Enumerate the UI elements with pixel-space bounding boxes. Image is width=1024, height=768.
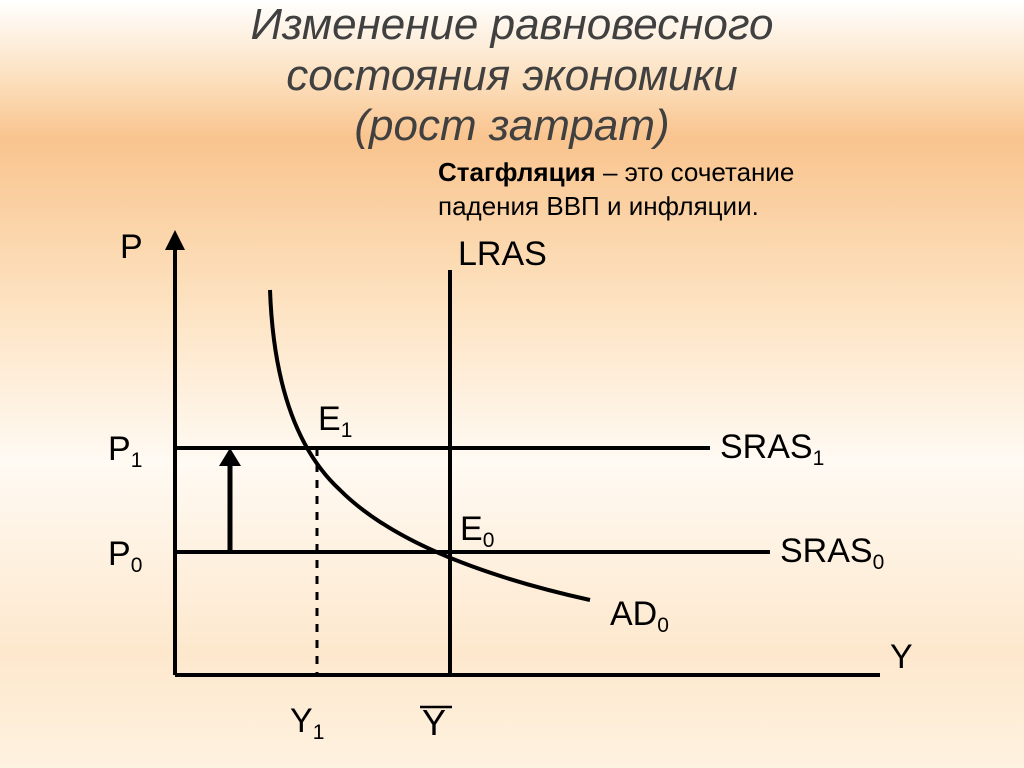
label-Ybar: Y <box>420 702 452 743</box>
slide-title: Изменение равновесного состояния экономи… <box>0 0 1024 152</box>
svg-text:P0: P0 <box>108 535 142 577</box>
label-LRAS: LRAS <box>458 235 547 273</box>
label-Y1: Y1 <box>290 702 324 744</box>
svg-text:E0: E0 <box>460 510 494 552</box>
svg-text:P: P <box>120 230 143 266</box>
svg-text:Y: Y <box>422 702 446 743</box>
label-SRAS1: SRAS1 <box>720 428 824 470</box>
equilibrium-chart: P Y P1 P0 Y1 LRAS SRAS1 SRAS0 AD0 E1 E0 Y <box>60 230 960 760</box>
svg-text:Y: Y <box>890 638 913 676</box>
slide: Изменение равновесного состояния экономи… <box>0 0 1024 768</box>
svg-text:P1: P1 <box>108 430 142 472</box>
definition-rest-1: – это сочетание <box>596 157 795 187</box>
label-P1: P1 <box>108 430 142 472</box>
svg-text:LRAS: LRAS <box>458 235 547 273</box>
title-line-1: Изменение равновесного <box>250 0 773 49</box>
definition-term: Стагфляция <box>438 157 596 187</box>
svg-text:AD0: AD0 <box>610 595 669 637</box>
svg-text:SRAS0: SRAS0 <box>780 532 884 574</box>
label-E0: E0 <box>460 510 494 552</box>
label-AD0: AD0 <box>610 595 669 637</box>
label-E1: E1 <box>318 400 352 442</box>
y-axis-arrowhead <box>165 230 185 250</box>
axis-label-Y: Y <box>890 638 913 676</box>
svg-text:Y1: Y1 <box>290 702 324 744</box>
axis-label-P: P <box>120 230 143 266</box>
title-line-3: (рост затрат) <box>354 101 669 150</box>
definition-text: Стагфляция – это сочетание падения ВВП и… <box>438 156 794 224</box>
definition-rest-2: падения ВВП и инфляции. <box>438 191 759 221</box>
label-P0: P0 <box>108 535 142 577</box>
label-SRAS0: SRAS0 <box>780 532 884 574</box>
title-line-2: состояния экономики <box>286 51 738 100</box>
svg-text:SRAS1: SRAS1 <box>720 428 824 470</box>
svg-text:E1: E1 <box>318 400 352 442</box>
shift-arrow-head <box>219 448 241 466</box>
